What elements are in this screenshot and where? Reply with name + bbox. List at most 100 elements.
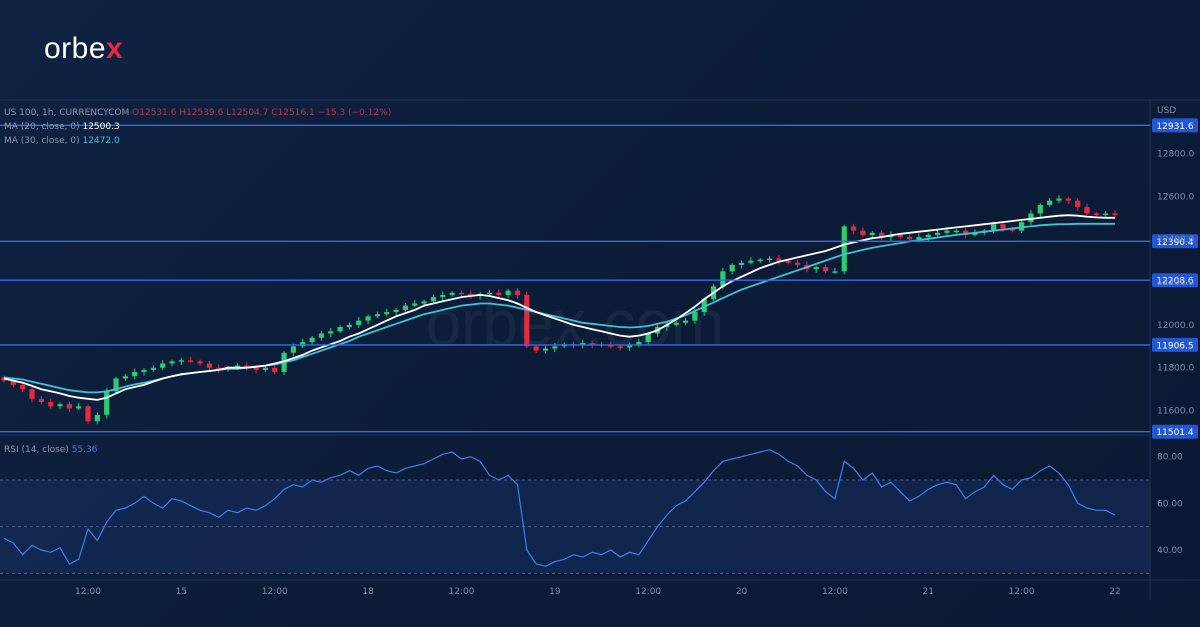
candle [1112,210,1118,219]
candle [160,360,166,371]
level-tag [1152,234,1198,249]
logo-main-text: orbe [44,32,107,65]
candle [57,402,63,410]
candle [216,364,222,374]
candle-body [468,293,474,296]
candle-body [178,360,184,362]
candle-body [374,314,381,317]
candle-body [869,232,875,235]
candle-body [813,267,819,270]
candle-body [925,234,931,238]
candle [935,230,941,237]
candle-body [496,292,502,295]
candle [860,227,866,237]
candle-body [682,320,689,323]
candle [757,257,763,264]
candle [113,376,119,394]
candle [841,224,847,275]
candle-body [57,404,63,407]
candle [524,291,530,349]
candle-body [10,380,16,385]
candle [48,398,54,409]
candle-body [113,378,119,392]
candle-body [430,297,437,302]
candle [468,290,474,299]
time-tick-label: 12:00 [822,587,848,597]
ma20-value: 12500.3 [82,122,120,132]
candle [244,362,250,371]
candle-body [253,367,259,370]
candle [85,404,91,424]
candle [402,303,409,314]
ma20-line [3,214,1115,401]
candle-body [458,292,465,295]
candle-body [244,365,250,368]
candle-body [337,327,343,332]
rsi-tick-label: 60.00 [1157,499,1183,509]
rsi-line [3,449,1116,567]
candle-body [1065,198,1071,201]
time-tick-label: 12:00 [262,587,288,597]
candle-body [197,361,203,364]
candle [1093,211,1099,217]
candle-body [1019,222,1025,231]
candle [953,228,959,234]
time-tick-label: 12:00 [75,587,101,597]
candle [290,343,297,357]
candle [29,387,35,403]
candle [869,231,875,238]
candle [356,317,362,328]
level-tag [1152,337,1198,352]
rsi-label: RSI (14, close) [4,445,69,455]
candle-body [132,372,138,377]
candle [393,308,399,316]
ma20-label: MA (20, close, 0) [4,122,80,132]
candle-body [486,292,493,295]
price-tick-label: 12000.0 [1157,321,1194,331]
candle [664,321,670,331]
candle [178,357,184,365]
candle-body [141,369,147,373]
candle [188,356,194,364]
candle-body [309,337,315,343]
candle-body [76,406,82,409]
candle-body [1000,224,1006,229]
candle-body [748,260,754,263]
candle [346,322,353,330]
candle [94,412,100,425]
candle-body [850,226,857,231]
price-tick-label: 11800.0 [1157,364,1194,374]
candle [197,359,203,366]
candle [1075,198,1081,211]
time-tick-label: 12:00 [449,587,475,597]
ma30-label: MA (30, close, 0) [4,136,80,146]
candle-body [757,259,763,262]
rsi-legend: RSI (14, close) 55.36 [4,445,98,455]
candle-body [449,292,455,295]
candle-body [514,290,521,295]
candle-body [1056,198,1062,201]
logo-x-letter: x [106,32,124,65]
candle-body [673,322,679,325]
candle [907,234,913,242]
candle [150,365,156,372]
candle-body [542,348,549,351]
candle [132,368,138,380]
ma30-value: 12472.0 [82,136,120,146]
candle-body [328,331,334,334]
candle [76,402,82,411]
candle [542,345,549,354]
candle-body [1037,204,1043,214]
candle [673,321,679,327]
rsi-tick-label: 40.00 [1157,546,1183,556]
candle [449,291,455,297]
candle [1019,219,1025,234]
candle-body [1112,213,1118,216]
candle-body [94,414,100,422]
candle-body [1103,213,1109,216]
symbol-legend: US 100, 1h, CURRENCYCOM O12531.6 H12539.… [4,108,391,118]
time-tick-label: 20 [736,587,748,597]
candle [10,378,16,388]
candle [1056,195,1062,204]
